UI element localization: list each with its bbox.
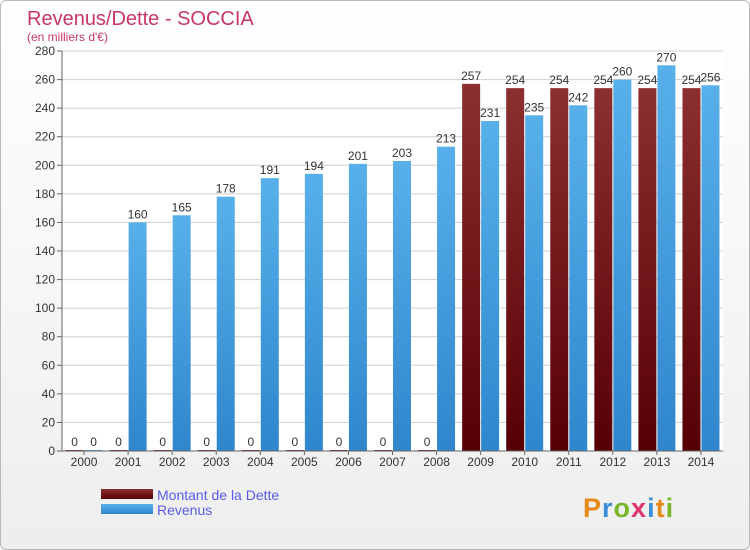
legend: Montant de la Dette Revenus bbox=[101, 487, 279, 518]
grid-lines bbox=[62, 50, 723, 452]
revenue-value-label: 0 bbox=[90, 435, 97, 449]
y-tick-label: 280 bbox=[35, 44, 55, 58]
legend-item-revenus[interactable]: Revenus bbox=[101, 502, 212, 518]
revenue-bar bbox=[437, 146, 456, 451]
revenue-value-label: 160 bbox=[128, 207, 148, 221]
data-labels: 0 0 01600165017801910194020102030213257231… bbox=[71, 50, 721, 449]
debt-value-label: 254 bbox=[593, 73, 613, 87]
revenue-bar bbox=[569, 105, 588, 452]
proxiti-logo: Proxiti bbox=[583, 493, 674, 523]
x-tick-label: 2002 bbox=[159, 455, 186, 469]
revenue-bar bbox=[172, 215, 191, 451]
legend-label-revenus: Revenus bbox=[157, 502, 212, 518]
x-tick-label: 2010 bbox=[511, 455, 538, 469]
y-tick-label: 80 bbox=[42, 330, 56, 344]
debt-bar bbox=[638, 88, 657, 452]
y-tick-label: 120 bbox=[35, 273, 55, 287]
x-tick-label: 2008 bbox=[423, 455, 450, 469]
revenue-bar bbox=[657, 65, 676, 452]
bars bbox=[65, 65, 720, 452]
debt-value-label: 254 bbox=[549, 73, 569, 87]
debt-value-label: 254 bbox=[505, 73, 525, 87]
revenue-value-label: 235 bbox=[524, 100, 544, 114]
revenue-value-label: 270 bbox=[656, 50, 676, 64]
revenue-value-label: 242 bbox=[568, 90, 588, 104]
x-tick-label: 2007 bbox=[379, 455, 406, 469]
revenue-bar bbox=[393, 161, 411, 451]
debt-value-label: 0 bbox=[380, 435, 387, 449]
revenue-bar bbox=[348, 163, 367, 451]
x-tick-label: 2006 bbox=[335, 455, 362, 469]
x-tick-label: 2013 bbox=[644, 455, 671, 469]
legend-swatch-dette bbox=[101, 489, 153, 499]
revenue-bar bbox=[304, 173, 323, 451]
debt-value-label: 0 bbox=[203, 435, 210, 449]
chart-title: Revenus/Dette - SOCCIA bbox=[27, 8, 254, 30]
revenue-value-label: 191 bbox=[260, 163, 280, 177]
debt-value-label: 0 bbox=[159, 435, 166, 449]
x-tick-label: 2009 bbox=[467, 455, 494, 469]
y-tick-label: 180 bbox=[35, 187, 55, 201]
svg-text:Proxiti: Proxiti bbox=[583, 493, 674, 523]
debt-value-label: 0 bbox=[71, 435, 78, 449]
x-tick-label: 2001 bbox=[115, 455, 142, 469]
chart-subtitle: (en milliers d'€) bbox=[27, 30, 108, 44]
y-tick-label: 20 bbox=[42, 415, 56, 429]
revenue-bar bbox=[701, 85, 720, 452]
x-tick-label: 2000 bbox=[71, 455, 98, 469]
debt-value-label: 254 bbox=[681, 73, 701, 87]
debt-bar bbox=[462, 83, 481, 451]
revenue-bar bbox=[128, 222, 147, 451]
x-tick-label: 2003 bbox=[203, 455, 230, 469]
debt-value-label: 0 bbox=[292, 435, 299, 449]
debt-value-label: 0 bbox=[336, 435, 343, 449]
y-tick-label: 220 bbox=[35, 130, 55, 144]
y-tick-label: 260 bbox=[35, 73, 55, 87]
revenue-value-label: 203 bbox=[392, 146, 412, 160]
revenue-bar bbox=[613, 79, 632, 452]
debt-value-label: 0 bbox=[247, 435, 254, 449]
debt-value-label: 0 bbox=[424, 435, 431, 449]
y-tick-label: 60 bbox=[42, 358, 56, 372]
revenue-bar bbox=[216, 196, 235, 451]
debt-bar bbox=[506, 88, 525, 452]
revenue-value-label: 178 bbox=[216, 182, 236, 196]
debt-value-label: 254 bbox=[637, 73, 657, 87]
debt-bar bbox=[682, 88, 701, 452]
revenue-bar bbox=[525, 115, 544, 452]
legend-item-dette[interactable]: Montant de la Dette bbox=[101, 487, 279, 503]
x-tick-label: 2012 bbox=[599, 455, 626, 469]
revenue-value-label: 256 bbox=[700, 70, 720, 84]
debt-bar bbox=[550, 88, 569, 452]
revenue-value-label: 213 bbox=[436, 132, 456, 146]
y-tick-label: 240 bbox=[35, 101, 55, 115]
revenue-bar bbox=[260, 178, 279, 451]
revenue-value-label: 194 bbox=[304, 159, 324, 173]
y-tick-label: 40 bbox=[42, 387, 56, 401]
x-tick-label: 2014 bbox=[688, 455, 715, 469]
revenue-value-label: 165 bbox=[172, 200, 192, 214]
y-tick-label: 140 bbox=[35, 244, 55, 258]
y-tick-label: 160 bbox=[35, 215, 55, 229]
y-tick-label: 0 bbox=[48, 444, 55, 458]
revenue-value-label: 260 bbox=[612, 65, 632, 79]
revenue-value-label: 231 bbox=[480, 106, 500, 120]
debt-bar bbox=[594, 88, 613, 452]
legend-label-dette: Montant de la Dette bbox=[157, 487, 279, 503]
debt-value-label: 0 bbox=[115, 435, 122, 449]
y-tick-label: 100 bbox=[35, 301, 55, 315]
y-tick-label: 200 bbox=[35, 158, 55, 172]
x-tick-label: 2005 bbox=[291, 455, 318, 469]
y-axis: 0 20 40 60 80 100 120 140 160 180 200 220 240 260 280 bbox=[35, 44, 63, 458]
x-tick-label: 2011 bbox=[556, 455, 582, 469]
revenue-bar bbox=[481, 121, 500, 451]
x-axis: 2000 2001 2002 2003 2004 2005 2006 2007 2008 2009… bbox=[62, 450, 723, 469]
revenue-value-label: 201 bbox=[348, 149, 368, 163]
debt-value-label: 257 bbox=[461, 69, 481, 83]
legend-swatch-revenus bbox=[101, 504, 153, 514]
x-tick-label: 2004 bbox=[247, 455, 274, 469]
